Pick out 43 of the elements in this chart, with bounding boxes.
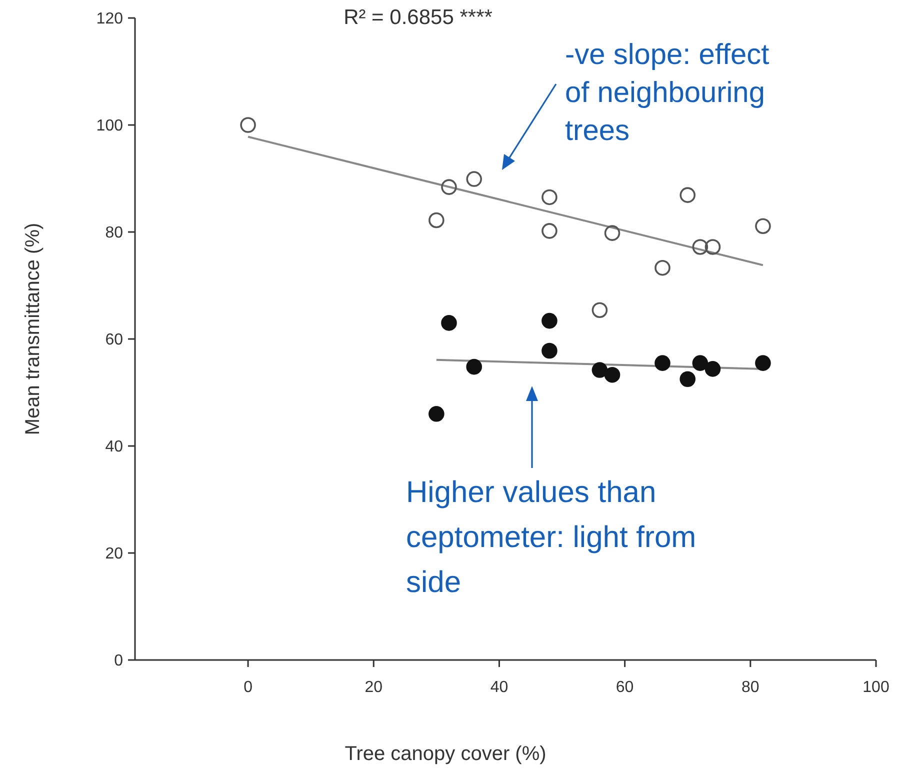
point xyxy=(466,358,482,375)
x-tick-label: 0 xyxy=(244,679,253,696)
point xyxy=(542,223,558,239)
annotation: Higher values than ceptometer: light from side xyxy=(406,476,696,599)
x-axis-title: Tree canopy cover (%) xyxy=(344,743,546,765)
point xyxy=(441,315,457,331)
point xyxy=(692,355,708,371)
point xyxy=(428,406,444,422)
x-tick-label: 20 xyxy=(364,679,383,696)
point xyxy=(680,371,696,388)
point xyxy=(592,362,608,378)
y-tick-label: 60 xyxy=(105,332,124,349)
x-tick-label: 40 xyxy=(490,679,508,696)
y-tick-label: 20 xyxy=(105,546,124,563)
point xyxy=(542,312,558,329)
point xyxy=(604,225,620,241)
point xyxy=(755,355,771,371)
point xyxy=(240,117,256,133)
y-tick-label: 120 xyxy=(96,10,124,28)
point xyxy=(755,218,771,234)
point xyxy=(428,212,444,228)
y-tick-label: 100 xyxy=(96,118,124,135)
point xyxy=(466,171,482,187)
point xyxy=(604,366,620,383)
x-tick-label: 60 xyxy=(616,679,634,696)
point xyxy=(542,342,558,359)
point xyxy=(654,260,670,276)
x-tick-label: 80 xyxy=(742,679,760,696)
annotation: -ve slope: effect of neighbouring trees xyxy=(565,39,770,147)
point xyxy=(704,361,721,377)
point xyxy=(441,179,457,195)
y-tick-label: 40 xyxy=(105,438,124,456)
point xyxy=(680,187,696,203)
point xyxy=(692,239,708,255)
y-tick-label: 0 xyxy=(114,652,124,670)
point xyxy=(654,355,670,371)
point xyxy=(542,189,558,206)
y-axis-title: Mean transmittance (%) xyxy=(22,222,44,436)
x-tick-label: 100 xyxy=(862,679,890,696)
point xyxy=(704,239,721,255)
y-tick-label: 80 xyxy=(105,224,124,242)
point xyxy=(592,302,608,318)
annotation: R² = 0.6855 **** xyxy=(344,6,492,29)
